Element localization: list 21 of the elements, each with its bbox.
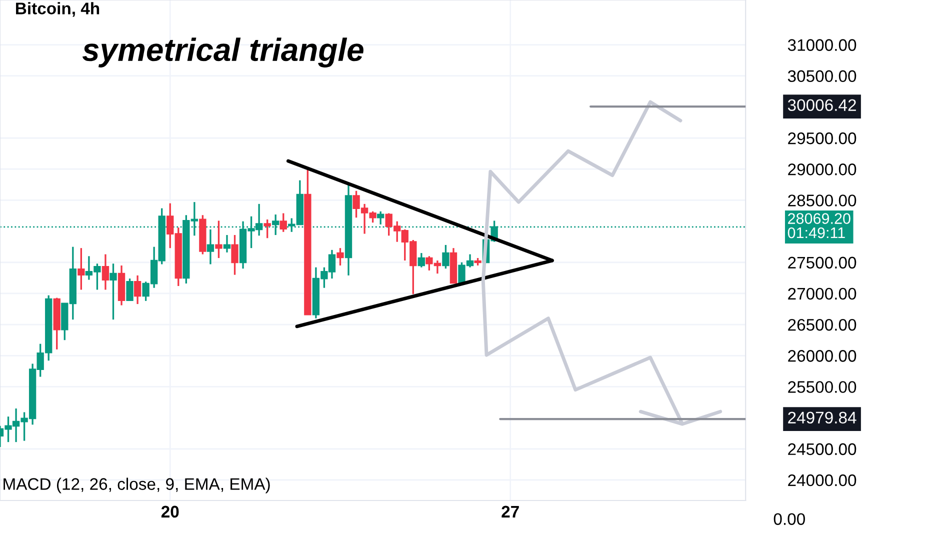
y-tick-label: 28500.00 [788,194,856,206]
y-tick-label: 24000.00 [788,474,856,486]
y-tick-label: 30500.00 [788,70,856,82]
y-tick-label: 25500.00 [788,381,856,393]
x-tick-label: 27 [502,506,519,518]
y-tick-label: 31000.00 [788,39,856,51]
annotation: symetrical triangle [82,38,364,68]
text: 0.00 [774,513,805,525]
annotation: MACD (12, 26, close, 9, EMA, EMA) [4,478,270,494]
y-tick-label: 27500.00 [788,256,856,269]
y-tick-label: 29500.00 [788,132,856,144]
chart-title: Bitcoin, 4h [16,2,100,17]
annotation: 30006.42 [788,99,856,112]
y-tick-label: 26500.00 [788,318,856,331]
x-tick-label: 20 [161,506,179,518]
y-tick-label: 26000.00 [788,350,856,362]
y-tick-label: 24500.00 [788,443,856,456]
y-tick-label: 29000.00 [788,164,856,176]
y-tick-label: 27000.00 [788,288,856,300]
ref-line-label: 28069.20 01:49:11 [788,213,850,238]
annotation: 24979.84 [788,412,856,424]
